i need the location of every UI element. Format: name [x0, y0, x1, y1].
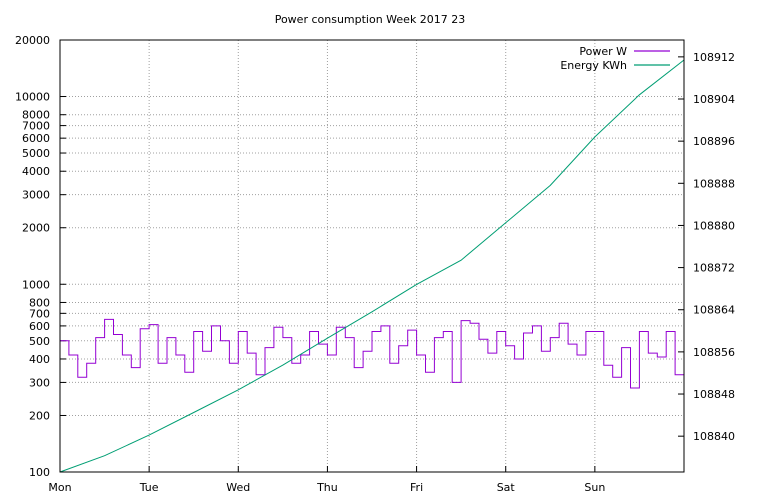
- legend-label-power: Power W: [579, 45, 627, 58]
- x-tick-label: Wed: [226, 481, 250, 494]
- y2-tick-label: 108896: [693, 135, 735, 148]
- y-tick-label: 300: [29, 376, 50, 389]
- x-tick-label: Mon: [48, 481, 71, 494]
- y-tick-label: 800: [29, 296, 50, 309]
- y-tick-label: 100: [29, 466, 50, 479]
- y-tick-label: 20000: [15, 34, 50, 47]
- series-energy-line: [59, 59, 685, 473]
- y2-tick-label: 108840: [693, 430, 735, 443]
- y-tick-label: 200: [29, 409, 50, 422]
- y-tick-label: 2000: [22, 222, 50, 235]
- x-tick-label: Sat: [497, 481, 516, 494]
- y-tick-label: 6000: [22, 132, 50, 145]
- y-tick-label: 700: [29, 307, 50, 320]
- y2-tick-label: 108872: [693, 262, 735, 275]
- y2-tick-label: 108856: [693, 346, 735, 359]
- y-tick-label: 500: [29, 335, 50, 348]
- y2-tick-label: 108912: [693, 51, 735, 64]
- legend: Power W Energy KWh: [560, 45, 670, 72]
- y-tick-label: 400: [29, 353, 50, 366]
- x-tick-label: Thu: [316, 481, 338, 494]
- x-tick-label: Fri: [410, 481, 423, 494]
- chart-title: Power consumption Week 2017 23: [275, 13, 466, 26]
- y-tick-label: 600: [29, 320, 50, 333]
- y-tick-label: 7000: [22, 120, 50, 133]
- series-power-line: [60, 318, 685, 389]
- x-tick-label: Sun: [584, 481, 605, 494]
- legend-label-energy: Energy KWh: [560, 59, 627, 72]
- y2-tick-label: 108880: [693, 219, 735, 232]
- y-tick-label: 5000: [22, 147, 50, 160]
- x-tick-label: Tue: [139, 481, 159, 494]
- y-tick-label: 8000: [22, 109, 50, 122]
- series-lines: [59, 59, 685, 473]
- y-tick-label: 10000: [15, 91, 50, 104]
- plot-frame: [59, 39, 685, 473]
- y2-tick-label: 108904: [693, 93, 735, 106]
- y2-tick-label: 108888: [693, 177, 735, 190]
- y2-axis-ticks: 108840 108848 108856 108864 108872 108880 1088…: [678, 51, 735, 443]
- y-tick-label: 4000: [22, 165, 50, 178]
- y-tick-label: 3000: [22, 189, 50, 202]
- y-tick-label: 1000: [22, 278, 50, 291]
- y2-tick-label: 108848: [693, 388, 735, 401]
- x-axis-ticks: Mon Tue Wed Thu Fri Sat Sun: [48, 466, 605, 494]
- grid: [59, 39, 684, 473]
- y2-tick-label: 108864: [693, 304, 735, 317]
